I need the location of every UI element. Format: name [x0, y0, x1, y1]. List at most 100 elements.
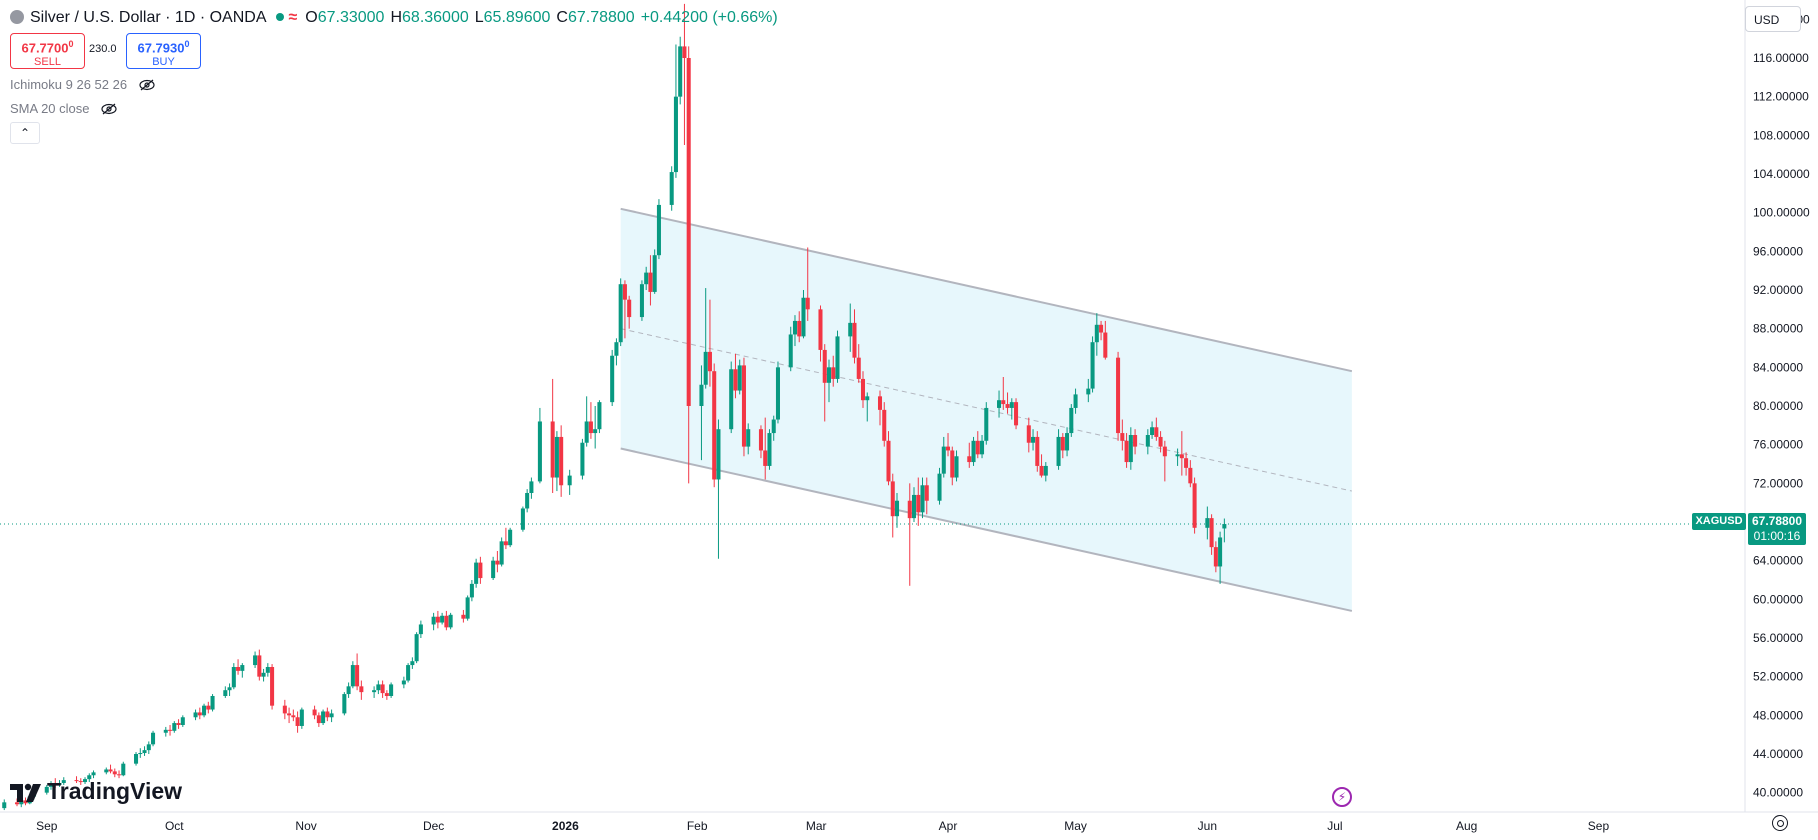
candle-body	[1014, 402, 1019, 426]
candle-body	[469, 583, 474, 598]
candle-body	[474, 562, 479, 584]
price-tick-label: 84.00000	[1753, 360, 1803, 374]
time-tick-label: Sep	[36, 819, 58, 833]
candle-body	[104, 769, 109, 773]
candle-body	[19, 800, 24, 805]
candle-body	[389, 684, 394, 696]
sell-button[interactable]: 67.77000 SELL	[10, 33, 85, 69]
candle-body	[716, 429, 721, 480]
candle-body	[894, 500, 900, 517]
ohlc-key-l: L	[474, 9, 484, 26]
price-tick-label: 108.00000	[1753, 128, 1810, 142]
ohlc-key-c: C	[556, 9, 568, 26]
market-open-icon	[276, 13, 285, 21]
time-tick-label: Oct	[165, 819, 184, 833]
tradingview-logo-icon	[10, 783, 41, 802]
candle-body	[818, 309, 823, 350]
buy-button[interactable]: 67.79300 BUY	[126, 33, 201, 69]
ohlc-key-h: H	[390, 9, 403, 26]
candle-body	[669, 172, 674, 205]
price-tick-label: 56.00000	[1753, 631, 1803, 645]
candle-body	[1184, 458, 1189, 468]
candle-body	[673, 96, 678, 173]
ohlc-value-h: 68.36000	[402, 9, 469, 26]
candle-body	[325, 711, 330, 718]
candle-body	[520, 508, 525, 530]
time-tick-label: Aug	[1456, 819, 1477, 833]
candle-body	[117, 774, 122, 776]
candle-body	[465, 597, 470, 619]
candle-body	[112, 771, 117, 775]
price-tick-label: 76.00000	[1753, 438, 1803, 452]
candle-body	[737, 365, 742, 391]
candle-body	[1039, 465, 1044, 476]
candle-body	[414, 634, 419, 662]
channel-lower-line[interactable]	[620, 447, 1353, 612]
candle-body	[852, 322, 857, 358]
candle-body	[588, 421, 593, 434]
candle-body	[1188, 467, 1193, 484]
candle-body	[554, 436, 559, 478]
candle-body	[376, 684, 381, 691]
currency-selector[interactable]: USD	[1745, 6, 1801, 32]
candle-body	[644, 272, 649, 285]
chevron-up-icon: ⌃	[19, 126, 31, 140]
indicator-ichimoku[interactable]: Ichimoku 9 26 52 26	[10, 77, 155, 92]
candle-body	[648, 272, 653, 292]
candle-body	[1005, 404, 1010, 408]
settings-gear-icon[interactable]	[1772, 815, 1788, 831]
candle-body	[971, 440, 976, 463]
ohlc-key-o: O	[305, 9, 318, 26]
collapse-legend-button[interactable]: ⌃	[10, 122, 40, 144]
candle-body	[410, 661, 415, 666]
candle-body	[48, 783, 54, 787]
channel-mid-line[interactable]	[620, 328, 1352, 492]
buy-price-sup: 0	[184, 39, 190, 49]
candle-body	[860, 378, 866, 401]
candle-body	[1035, 436, 1040, 466]
candle-body	[835, 336, 840, 379]
candle-body	[316, 715, 321, 724]
lightning-icon[interactable]: ⚡	[1332, 787, 1352, 807]
candle-body	[741, 365, 746, 447]
candle-body	[758, 429, 763, 451]
candle-body	[180, 717, 185, 725]
candle-body	[295, 717, 300, 726]
candle-body	[1086, 388, 1091, 395]
candle-body	[401, 680, 406, 685]
candle-body	[831, 367, 836, 379]
candle-body	[1060, 436, 1065, 451]
price-tick-label: 88.00000	[1753, 322, 1803, 336]
candle-body	[997, 400, 1002, 408]
candle-body	[138, 753, 143, 755]
candle-body	[83, 779, 88, 783]
candle-body	[231, 667, 236, 688]
candle-body	[87, 775, 92, 780]
eye-hidden-icon[interactable]	[139, 79, 155, 91]
candle-body	[775, 367, 780, 420]
tradingview-logo[interactable]: TradingView	[10, 778, 182, 808]
candle-body	[1179, 454, 1184, 459]
time-tick-label: Jul	[1327, 819, 1342, 833]
candle-body	[14, 802, 20, 805]
candle-body	[924, 485, 929, 501]
candle-body	[444, 615, 449, 628]
candle-body	[622, 284, 627, 300]
indicator-sma[interactable]: SMA 20 close	[10, 101, 117, 116]
time-tick-label: Nov	[295, 819, 316, 833]
candle-body	[792, 320, 797, 335]
price-tick-label: 72.00000	[1753, 476, 1803, 490]
candle-body	[1009, 402, 1014, 408]
candle-body	[1205, 518, 1210, 528]
channel-upper-line[interactable]	[620, 207, 1353, 373]
eye-hidden-icon[interactable]	[101, 103, 117, 115]
candle-body	[729, 369, 734, 430]
candle-body	[967, 456, 972, 463]
candle-body	[346, 686, 351, 695]
symbol-title[interactable]: Silver / U.S. Dollar · 1D · OANDA	[30, 9, 267, 26]
indicator-ichimoku-label: Ichimoku 9 26 52 26	[10, 77, 128, 92]
price-tick-label: 92.00000	[1753, 283, 1803, 297]
tradingview-logo-text: TradingView	[47, 778, 183, 804]
